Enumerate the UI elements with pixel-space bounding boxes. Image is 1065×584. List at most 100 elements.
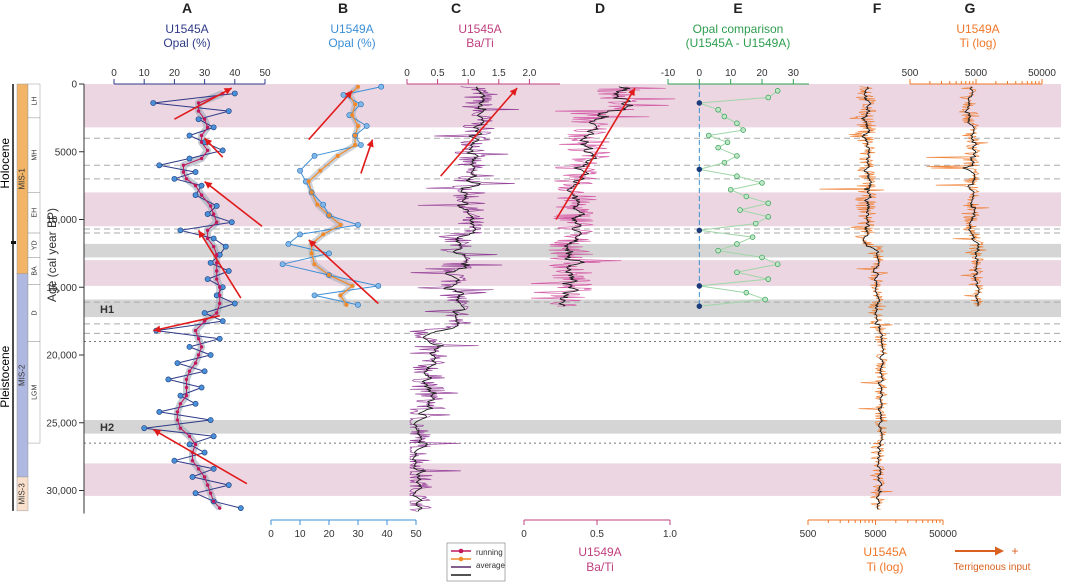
average-point	[335, 153, 340, 158]
opal-point	[192, 400, 199, 407]
opal-difference-point	[715, 106, 721, 113]
average-point	[356, 84, 360, 89]
average-point	[321, 232, 326, 237]
opal-difference-point	[740, 127, 746, 133]
axis-tick-label: 1.0	[663, 529, 677, 540]
age-axis: 0 5000 10,000 15,000 20,000 25,000 30,000 Age (…	[45, 80, 85, 514]
trend-arrow-head	[366, 139, 374, 148]
axis-tick-label: 10	[294, 529, 306, 540]
terrigenous-label: Terrigenous input	[954, 562, 1031, 573]
panel-bottom-title: U1545A	[863, 545, 906, 559]
trend-arrow-head	[198, 230, 206, 239]
panel-subtitle: Opal (%)	[328, 36, 375, 50]
opal-point	[195, 116, 202, 123]
trend-arrow	[197, 229, 242, 299]
unit-label: LH	[32, 96, 39, 105]
axis-tick-label: 30	[199, 68, 211, 79]
axis-tick-label: 500	[800, 529, 817, 540]
unit-label: MH	[32, 150, 39, 161]
average-point	[208, 491, 213, 495]
mis-label: MIS-1	[18, 168, 27, 190]
average-point	[315, 202, 320, 207]
age-tick-label: 0	[71, 80, 77, 91]
axis-tick-label: 0.5	[431, 68, 445, 79]
opal-difference-point	[737, 207, 743, 213]
trend-arrow	[440, 87, 518, 177]
age-axis-label: Age (cal year BP)	[45, 208, 59, 302]
average-point	[205, 483, 210, 487]
opal-point	[186, 343, 193, 350]
opal-point	[171, 175, 178, 182]
opal-point	[192, 490, 199, 497]
average-point	[356, 124, 360, 129]
xrf-running-average	[558, 86, 634, 307]
average-point	[211, 499, 216, 504]
panel-letter: A	[182, 0, 192, 16]
axis-tick-label: 10	[139, 68, 151, 79]
average-point	[214, 253, 219, 257]
unit-label: D	[32, 310, 39, 315]
panel-letter: D	[595, 0, 605, 16]
pink-band	[84, 84, 1061, 128]
average-point	[196, 109, 201, 113]
trend-arrow-shaft	[152, 428, 248, 485]
epoch-boundary	[11, 241, 16, 245]
trend-arrow	[308, 90, 353, 141]
opal-difference-point	[734, 241, 740, 247]
opal-point	[340, 91, 347, 98]
opal-point	[375, 282, 382, 289]
axis-tick-label: 5000	[864, 529, 887, 540]
average-point	[211, 212, 216, 216]
opal-point	[150, 100, 157, 106]
mis-block	[16, 476, 29, 512]
average-point	[199, 133, 204, 138]
xrf-trace	[926, 86, 990, 307]
opal-difference-point	[734, 173, 740, 179]
average-point	[175, 410, 180, 414]
axis-tick-label: 20	[756, 68, 768, 79]
panel-f-axis: 500 5000 50000	[800, 519, 957, 540]
average-point	[309, 190, 314, 195]
average-point	[344, 302, 349, 307]
unit-label: LGM	[32, 385, 39, 400]
trend-arrow-head	[153, 429, 162, 437]
opal-point	[210, 124, 217, 131]
panel-title: U1545A	[458, 22, 501, 36]
average-point	[199, 156, 204, 161]
axis-tick-label: 0	[268, 529, 274, 540]
panel-bottom-subtitle: Ba/Ti	[586, 560, 614, 574]
opal-point	[171, 457, 178, 464]
trend-arrow-shaft	[197, 229, 242, 299]
opal-difference-point	[696, 283, 703, 289]
opal-point	[186, 132, 193, 139]
band-label: H2	[100, 422, 114, 434]
epoch-label: Pleistocene	[0, 345, 12, 407]
axis-tick-label: 20	[169, 68, 181, 79]
running-average-line	[176, 93, 223, 509]
unit-label: BA	[32, 266, 39, 276]
average-point	[181, 163, 186, 167]
axis-tick-label: 0	[697, 68, 703, 79]
average-point	[184, 177, 189, 181]
gray-band	[84, 420, 1061, 434]
average-point	[327, 273, 331, 278]
opal-point	[186, 155, 193, 162]
opal-point	[174, 360, 181, 367]
opal-point	[285, 240, 292, 247]
opal-difference-point	[774, 261, 781, 267]
opal-point	[225, 108, 232, 114]
opal-difference-point	[724, 139, 731, 146]
opal-difference-point	[715, 144, 721, 151]
average-point	[196, 101, 201, 105]
opal-point	[222, 243, 229, 250]
opal-point	[228, 219, 235, 226]
opal-point	[378, 83, 385, 90]
stratigraphy-column: Holocene Pleistocene MIS-1 MIS-2 MIS-3 LH MH EH…	[0, 83, 41, 512]
opal-difference-point	[743, 193, 750, 200]
panel-title: Opal comparison	[693, 22, 784, 36]
opal-point	[231, 90, 238, 97]
opal-point	[357, 142, 364, 148]
average-point	[187, 369, 192, 373]
panel-b-data	[279, 83, 385, 308]
